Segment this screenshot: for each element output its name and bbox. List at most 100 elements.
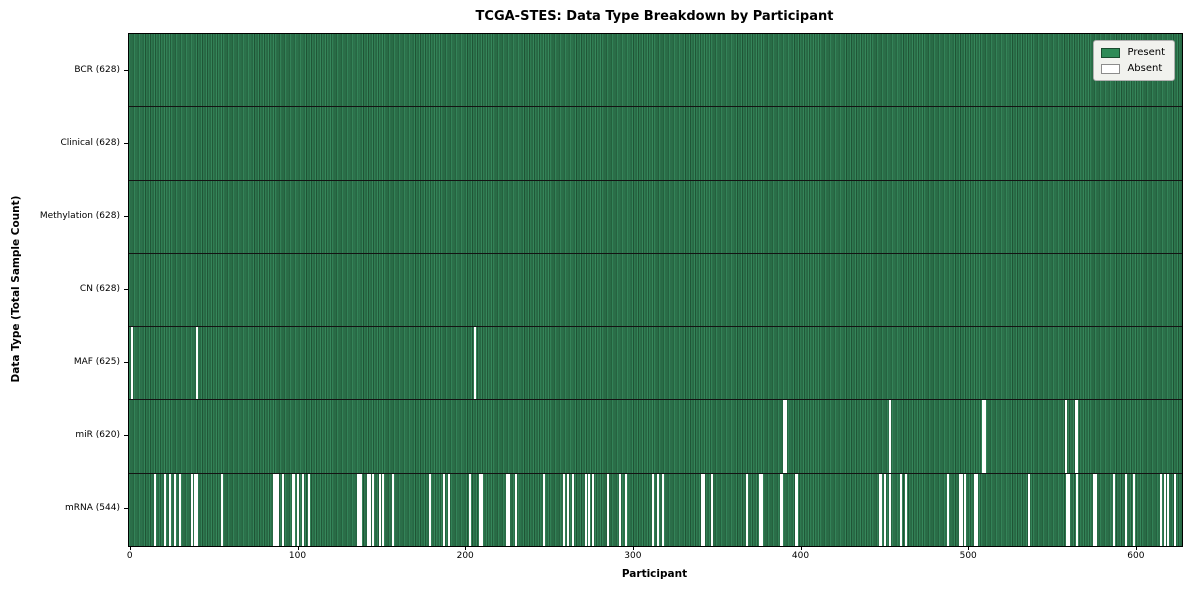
absent-stripe [781,473,784,546]
xtick-label-300: 300 [624,551,642,561]
row-mrna [129,473,1182,546]
absent-stripe [382,473,385,546]
absent-stripe [221,473,224,546]
absent-stripe [281,473,284,546]
ytick-mark [124,362,128,363]
absent-stripe [273,473,276,546]
absent-stripe [1074,400,1077,473]
absent-stripe [1094,473,1097,546]
absent-stripe [372,473,375,546]
absent-stripe [543,473,546,546]
ytick-mark [124,508,128,509]
absent-stripe [784,400,787,473]
absent-stripe [357,473,360,546]
absent-stripe [164,473,167,546]
xtick-mark [632,546,634,550]
xtick-mark [1135,546,1137,550]
absent-stripe [514,473,517,546]
absent-stripe [296,473,299,546]
row-bcr [129,34,1182,108]
xtick-label-600: 600 [1127,551,1145,561]
absent-stripe [291,473,294,546]
xtick-label-400: 400 [791,551,810,561]
present-fill [129,107,1182,180]
ytick-label-cn: CN (628) [79,284,120,294]
absent-stripe [1124,473,1128,546]
absent-stripe [1027,473,1030,546]
absent-stripe [657,473,660,546]
plot-area: Present Absent [128,33,1183,547]
absent-stripe [1093,473,1096,546]
absent-stripe [506,473,509,546]
absent-stripe [960,473,963,546]
absent-stripe [761,473,764,546]
absent-stripe [779,473,782,546]
absent-stripe [196,327,199,400]
absent-stripe [974,473,977,546]
present-fill [129,400,1182,473]
absent-stripe [429,473,432,546]
absent-stripe [274,473,277,546]
ytick-mark [124,289,128,290]
absent-stripe [975,473,978,546]
present-fill [129,180,1182,253]
absent-stripe [794,473,797,546]
absent-stripe [571,473,574,546]
absent-stripe [1066,473,1069,546]
row-mir [129,400,1182,474]
absent-stripe [392,473,395,546]
ytick-label-mrna: mRNA (544) [65,503,120,514]
xtick-mark [800,546,802,550]
xtick-mark [129,546,131,550]
absent-stripe [662,473,665,546]
xtick-label-500: 500 [959,551,977,561]
absent-stripe [1173,473,1176,546]
ytick-label-maf: MAF (625) [73,357,120,368]
absent-stripe [378,473,381,546]
absent-stripe [169,473,172,546]
absent-stripe [507,473,510,546]
absent-stripe [759,473,762,546]
legend: Present Absent [1093,40,1175,81]
absent-stripe [130,327,133,400]
present-fill [129,34,1182,107]
absent-stripe [469,473,472,546]
absent-stripe [293,473,296,546]
absent-stripe [1067,473,1071,546]
legend-label-absent: Absent [1127,63,1163,74]
absent-stripe [591,473,594,546]
absent-stripe [900,473,903,546]
xtick-mark [968,546,970,550]
absent-stripe [888,473,891,546]
absent-stripe [367,473,370,546]
absent-stripe [700,473,703,546]
absent-stripe [179,473,182,546]
absent-swatch-icon [1101,63,1121,74]
absent-stripe [174,473,177,546]
absent-stripe [588,473,591,546]
absent-stripe [796,473,799,546]
xtick-label-200: 200 [456,551,474,561]
absent-stripe [1064,400,1067,473]
ytick-mark [124,216,128,217]
absent-stripe [982,400,985,473]
absent-stripe [947,473,950,546]
absent-stripe [880,473,883,546]
absent-stripe [368,473,371,546]
x-axis-label: Participant [621,568,688,580]
absent-stripe [191,473,194,546]
ytick-mark [124,435,128,436]
absent-stripe [276,473,279,546]
row-methylation [129,180,1182,254]
ytick-label-mir: miR (620) [75,430,120,441]
ytick-label-clinical: Clinical (628) [60,137,120,148]
absent-stripe [194,473,197,546]
absent-stripe [1076,400,1079,473]
present-fill [129,253,1182,327]
row-clinical [129,107,1182,181]
xtick-label-100: 100 [288,551,307,561]
ytick-label-bcr: BCR (628) [74,64,120,75]
ytick-label-methylation: Methylation (628) [39,210,120,221]
absent-stripe [1166,473,1169,546]
xtick-mark [465,546,467,550]
